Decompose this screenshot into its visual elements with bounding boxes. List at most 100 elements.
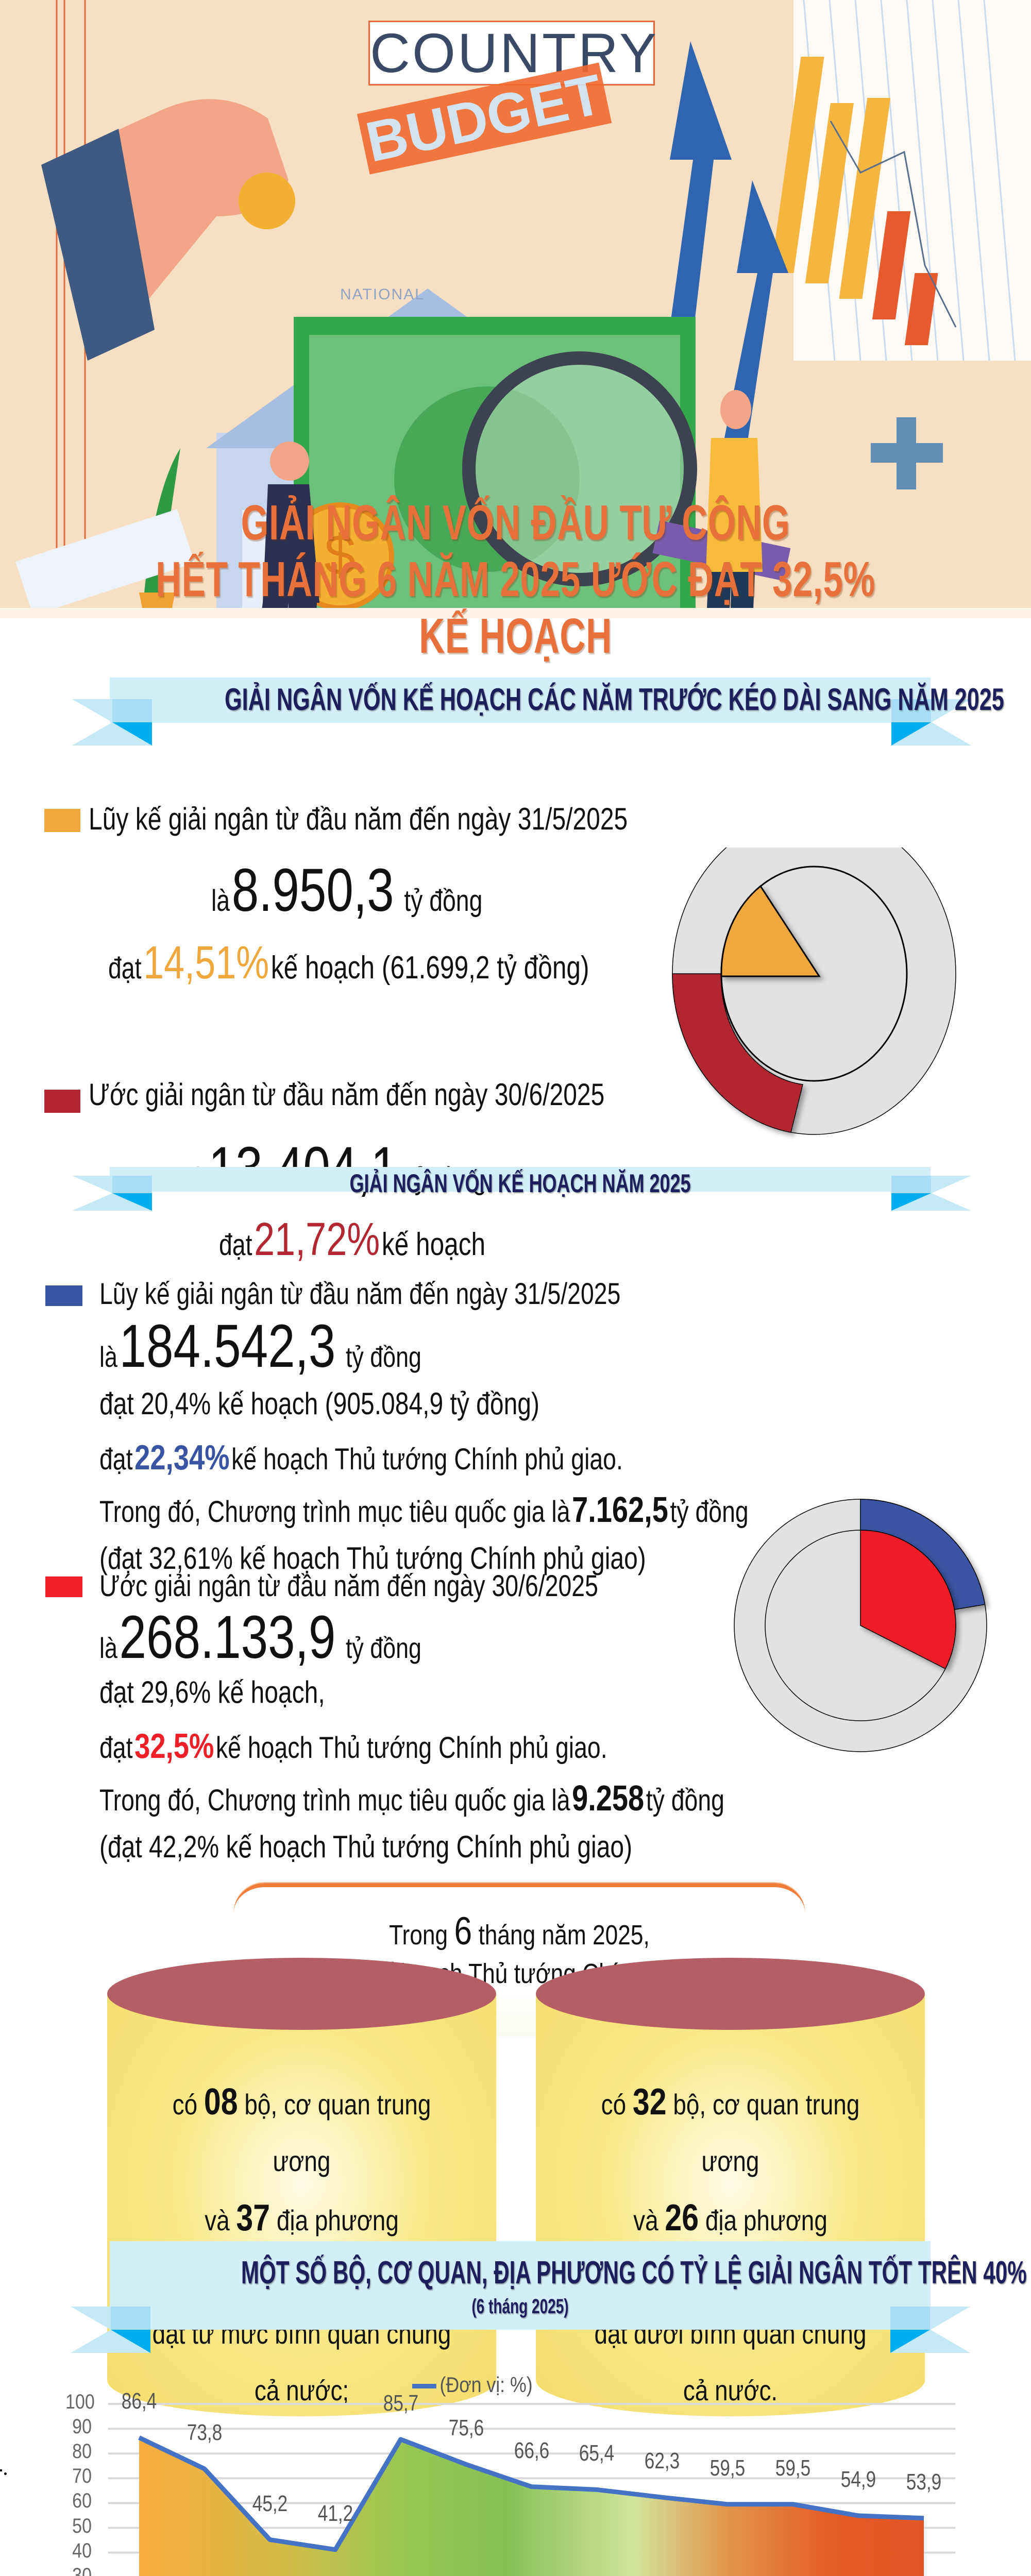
- data-label: 85,7: [383, 2390, 418, 2416]
- section2-title: GIẢI NGÂN VỐN KẾ HOẠCH NĂM 2025: [349, 1169, 691, 1198]
- hero-illustration: $ COUNTRY BUDGET NATIONAL: [0, 0, 1031, 618]
- s2-item1-prefix: là: [99, 1341, 117, 1373]
- cylinder-text: có 32 bộ, cơ quan trung ương và 26 địa p…: [594, 2081, 867, 2406]
- s2-item1-line5: Trong đó, Chương trình mục tiêu quốc gia…: [99, 1489, 749, 1530]
- legend-label: (Đơn vị: %): [440, 2372, 533, 2397]
- s2-item1-amount: 184.542,3: [119, 1312, 336, 1380]
- s1-item1-amount: 8.950,3: [231, 856, 394, 924]
- cylinder-top: [536, 1958, 925, 2030]
- legend-line-icon: [412, 2384, 436, 2389]
- s1-item1-heading: Lũy kế giải ngân từ đầu năm đến ngày 31/…: [89, 802, 628, 836]
- ribbon-tail-right: [891, 1176, 971, 1211]
- section2-banner: GIẢI NGÂN VỐN KẾ HOẠCH NĂM 2025: [0, 1167, 1031, 1244]
- s2-item2-line6: (đạt 42,2% kế hoạch Thủ tướng Chính phủ …: [99, 1829, 633, 1864]
- y-tick-label: 100: [65, 2391, 95, 2413]
- y-tick-label: 90: [72, 2415, 92, 2438]
- s2-item1-line6: (đạt 32,61% kế hoạch Thủ tướng Chính phủ…: [99, 1541, 646, 1575]
- pie-chart-2025-plan: [734, 1499, 987, 1752]
- s2-item2-line5: Trong đó, Chương trình mục tiêu quốc gia…: [99, 1777, 724, 1819]
- s1-item2-heading: Ước giải ngân từ đầu năm đến ngày 30/6/2…: [89, 1077, 605, 1112]
- data-label: 54,9: [840, 2466, 876, 2492]
- s2-item1-heading: Lũy kế giải ngân từ đầu năm đến ngày 31/…: [99, 1277, 621, 1311]
- main-title-line2: HẾT THÁNG 6 NĂM 2025 ƯỚC ĐẠT 32,5% KẾ HO…: [156, 552, 875, 664]
- ribbon-tail-left: [72, 699, 152, 745]
- data-label: 53,9: [906, 2469, 942, 2495]
- chart-series-line: [138, 2435, 924, 2552]
- s1-item1-reach-line: đạt 14,51% kế hoạch (61.699,2 tỷ đồng): [108, 937, 589, 990]
- area-chart: [108, 2403, 955, 2576]
- legend-swatch-blue: [45, 1285, 82, 1306]
- data-label: 62,3: [645, 2448, 680, 2474]
- s2-item2-line4: đạt 32,5% kế hoạch Thủ tướng Chính phủ g…: [99, 1726, 607, 1766]
- section3-banner: MỘT SỐ BỘ, CƠ QUAN, ĐỊA PHƯƠNG CÓ TỶ LỆ …: [0, 2241, 1031, 2354]
- chart-area-fill: [139, 2437, 924, 2576]
- s2-item2-heading: Ước giải ngân từ đầu năm đến ngày 30/6/2…: [99, 1569, 598, 1603]
- s2-item1-amount-line: là 184.542,3 tỷ đồng: [99, 1311, 421, 1381]
- s2-item2-line5-suffix: tỷ đồng: [646, 1784, 724, 1817]
- s2-item1-percent: 22,34%: [134, 1438, 230, 1477]
- s2-item1-line4: đạt 22,34% kế hoạch Thủ tướng Chính phủ …: [99, 1437, 623, 1478]
- section1-title: GIẢI NGÂN VỐN KẾ HOẠCH CÁC NĂM TRƯỚC KÉO…: [225, 682, 1004, 717]
- s2-item1-line4-suffix: kế hoạch Thủ tướng Chính phủ giao.: [231, 1443, 623, 1476]
- data-label: 41,2: [317, 2500, 353, 2526]
- legend-swatch-darkred: [44, 1090, 80, 1113]
- s2-item2-target-amount: 9.258: [572, 1778, 645, 1818]
- s1-item1-reach-suffix: kế hoạch (61.699,2 tỷ đồng): [271, 950, 589, 986]
- stray-mark: [0, 2469, 2, 2471]
- s2-item1-line5-suffix: tỷ đồng: [670, 1495, 749, 1529]
- cylinder-below-average: có 32 bộ, cơ quan trung ương và 26 địa p…: [536, 1958, 925, 2437]
- hero-artwork: $: [0, 0, 1031, 618]
- locality-count-above: 37: [236, 2197, 271, 2239]
- s1-item1-reach-prefix: đạt: [108, 952, 142, 985]
- locality-count-below: 26: [665, 2197, 699, 2239]
- s1-item2-percent: 21,72%: [254, 1214, 380, 1265]
- summary-line1-prefix: Trong: [389, 1920, 448, 1951]
- section3-subtitle: (6 tháng 2025): [471, 2295, 569, 2318]
- s2-item1-target-amount: 7.162,5: [572, 1489, 668, 1530]
- data-label: 73,8: [187, 2420, 223, 2446]
- main-title-line1: GIẢI NGÂN VỐN ĐẦU TƯ CÔNG: [241, 495, 790, 550]
- ministry-count-above: 08: [204, 2081, 238, 2123]
- y-tick-label: 40: [72, 2539, 92, 2562]
- summary-month-count: 6: [454, 1909, 472, 1953]
- s1-item1-prefix: là: [211, 884, 230, 918]
- s2-item2-line3: đạt 29,6% kế hoạch,: [99, 1675, 325, 1709]
- legend-swatch-red: [45, 1577, 82, 1597]
- country-badge: COUNTRY: [368, 21, 656, 86]
- s2-item2-line4-suffix: kế hoạch Thủ tướng Chính phủ giao.: [215, 1731, 607, 1765]
- ministry-count-below: 32: [632, 2081, 667, 2123]
- summary-line1-suffix: tháng năm 2025,: [478, 1920, 650, 1951]
- s1-item2-reach-prefix: đạt: [219, 1228, 252, 1262]
- s2-item1-line3: đạt 20,4% kế hoạch (905.084,9 tỷ đồng): [99, 1386, 539, 1421]
- ribbon-tail-left: [71, 2307, 150, 2353]
- section1-banner: GIẢI NGÂN VỐN KẾ HOẠCH CÁC NĂM TRƯỚC KÉO…: [0, 677, 1031, 755]
- s1-item2-reach-suffix: kế hoạch: [381, 1227, 486, 1262]
- legend-swatch-orange: [44, 809, 80, 832]
- ribbon-tail-left: [72, 1176, 152, 1211]
- ribbon-tail-right: [890, 2307, 970, 2353]
- ribbon-tail-right: [891, 699, 971, 745]
- svg-text:$: $: [324, 523, 356, 587]
- s1-item1-amount-line: là 8.950,3 tỷ đồng: [211, 855, 482, 925]
- summary-line1: Trong 6 tháng năm 2025,: [285, 1909, 754, 1954]
- bank-sign: NATIONAL: [340, 286, 425, 303]
- pie-chart-previous-years: [672, 848, 956, 1135]
- data-label: 65,4: [579, 2441, 615, 2466]
- s1-item1-unit: tỷ đồng: [404, 884, 483, 918]
- s1-item1-percent: 14,51%: [143, 937, 269, 989]
- s2-item2-prefix: là: [99, 1632, 117, 1664]
- y-tick-label: 30: [72, 2564, 92, 2576]
- s2-item1-unit: tỷ đồng: [345, 1341, 421, 1373]
- cylinder-top: [107, 1958, 496, 2030]
- chart-legend: (Đơn vị: %): [412, 2372, 533, 2397]
- data-label: 59,5: [775, 2455, 811, 2481]
- y-tick-label: 70: [72, 2465, 92, 2488]
- s2-item1-line4-prefix: đạt: [99, 1443, 133, 1476]
- s2-item1-line5-prefix: Trong đó, Chương trình mục tiêu quốc gia…: [99, 1495, 570, 1529]
- data-label: 59,5: [709, 2455, 746, 2481]
- s2-item2-unit: tỷ đồng: [345, 1632, 421, 1664]
- s1-item2-reach-line: đạt 21,72% kế hoạch: [219, 1213, 485, 1266]
- s2-item2-amount-line: là 268.133,9 tỷ đồng: [99, 1602, 421, 1672]
- s2-item2-percent: 32,5%: [134, 1726, 214, 1766]
- data-label: 86,4: [121, 2388, 157, 2414]
